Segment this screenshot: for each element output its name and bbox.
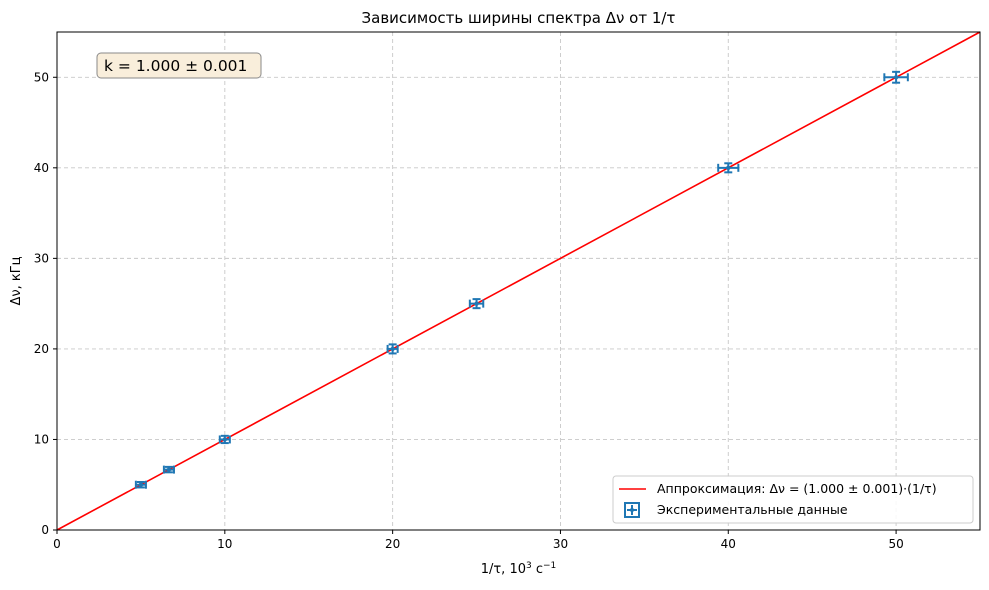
legend-marker-box: [624, 502, 640, 518]
x-tick-label: 20: [385, 537, 400, 551]
fit-layer: [56, 31, 981, 531]
slope-annotation: k = 1.000 ± 0.001: [96, 52, 262, 79]
axis-ticks: 0 10 20 30 40 50 0 10 20 30 40 50: [34, 70, 904, 551]
y-tick-label: 0: [41, 523, 49, 537]
chart-title: Зависимость ширины спектра Δν от 1/τ: [362, 9, 676, 27]
point-marker: [166, 467, 172, 472]
legend-box: [612, 475, 974, 524]
x-tick-label: 40: [721, 537, 736, 551]
point-marker: [222, 437, 228, 442]
x-tick-label: 0: [53, 537, 61, 551]
legend-marker-dot: [630, 508, 634, 512]
point-marker: [726, 165, 731, 171]
data-point: [218, 434, 231, 445]
point-marker: [138, 482, 144, 487]
x-tick-label: 10: [217, 537, 232, 551]
data-points-layer: [134, 70, 909, 489]
point-marker: [474, 301, 479, 306]
data-point: [162, 465, 175, 474]
x-axis-label: 1/τ, 103 с−1: [481, 561, 557, 577]
y-tick-label: 10: [34, 432, 49, 446]
legend-data-label: Экспериментальные данные: [657, 502, 848, 517]
point-marker: [390, 346, 395, 352]
data-point: [883, 70, 909, 84]
y-tick-label: 20: [34, 342, 49, 356]
y-tick-label: 30: [34, 251, 49, 265]
legend-fit-label: Аппроксимация: Δν = (1.000 ± 0.001)·(1/τ…: [657, 481, 937, 496]
plot-frame: [56, 31, 981, 531]
x-tick-label: 30: [553, 537, 568, 551]
y-axis-label: Δν, кГц: [9, 256, 24, 305]
data-point: [717, 162, 740, 174]
fit-line: [56, 31, 981, 531]
legend-data-swatch: [624, 502, 640, 518]
y-tick-label: 40: [34, 161, 49, 175]
data-point: [468, 298, 485, 310]
x-tick-label: 50: [888, 537, 903, 551]
y-tick-label: 50: [34, 70, 49, 84]
annotation-text: k = 1.000 ± 0.001: [104, 57, 247, 75]
data-point: [134, 480, 147, 489]
legend: Аппроксимация: Δν = (1.000 ± 0.001)·(1/τ…: [612, 475, 974, 524]
point-marker: [893, 75, 899, 80]
data-point: [386, 343, 399, 355]
annotation-box: [96, 52, 262, 79]
